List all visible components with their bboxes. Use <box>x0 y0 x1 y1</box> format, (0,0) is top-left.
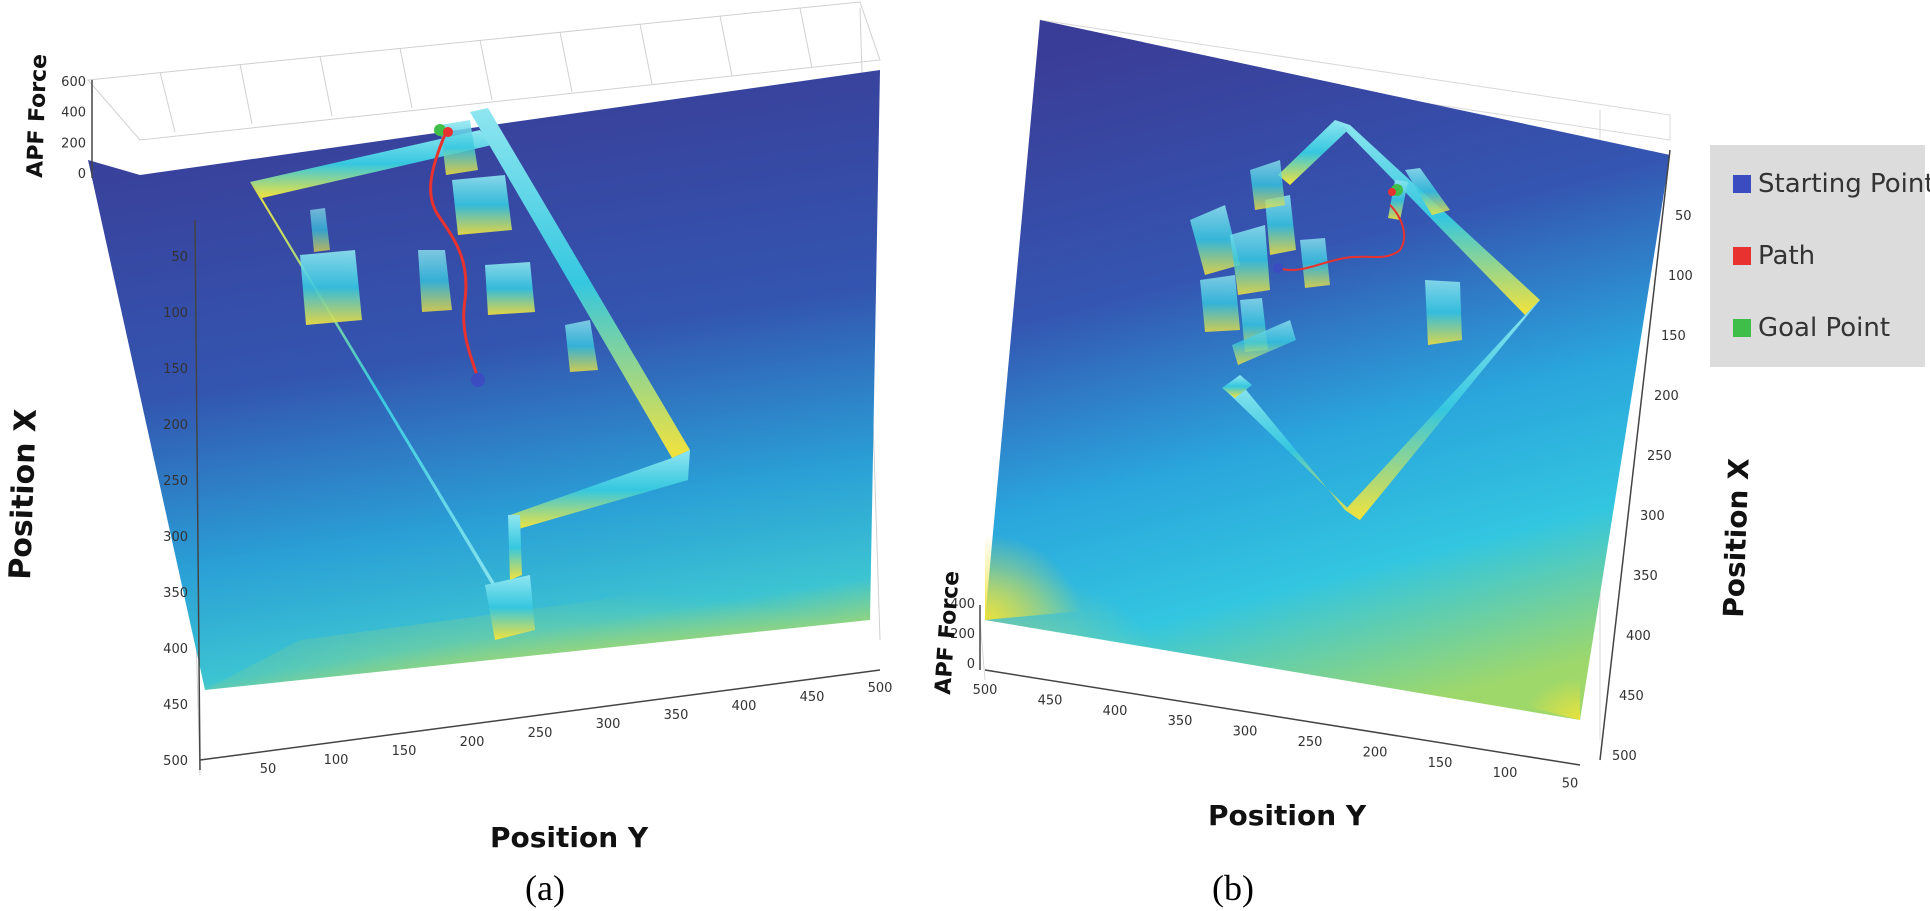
panel-a-x-tick: 400 <box>732 699 757 714</box>
panel-b-x-tick: 350 <box>1168 714 1193 729</box>
panel-a-y-tick: 250 <box>163 474 188 489</box>
panel-b-y-ticks: 50 100 150 200 250 300 350 400 450 500 <box>1612 209 1693 764</box>
panel-b-y-tick: 450 <box>1619 689 1644 704</box>
panel-a-x-ticks: 50 100 150 200 250 300 350 400 450 500 <box>260 681 893 777</box>
panel-b-x-tick: 50 <box>1562 777 1579 792</box>
panel-b-y-tick: 400 <box>1626 629 1651 644</box>
panel-b-y-tick: 50 <box>1675 209 1692 224</box>
panel-a-y-tick: 50 <box>171 250 188 265</box>
panel-b-surface-yellow-left2 <box>985 420 1400 690</box>
panel-b-x-tick: 500 <box>973 683 998 698</box>
panel-a-x-tick: 200 <box>460 735 485 750</box>
legend-label: Path <box>1758 241 1815 271</box>
panel-a-y-tick: 100 <box>163 306 188 321</box>
panel-b-y-tick: 300 <box>1640 509 1665 524</box>
panel-b-z-tick: 400 <box>950 597 975 612</box>
panel-b-y-tick: 250 <box>1647 449 1672 464</box>
panel-b-x-tick: 200 <box>1363 745 1388 760</box>
panel-a-y-tick: 300 <box>163 530 188 545</box>
panel-b-z-tick: 200 <box>950 627 975 642</box>
panel-a-goal-marker <box>443 127 453 137</box>
panel-a-x-tick: 300 <box>596 717 621 732</box>
panel-a-x-tick: 350 <box>664 708 689 723</box>
panel-a-z-tick: 600 <box>61 75 86 90</box>
panel-b-x-tick: 400 <box>1103 704 1128 719</box>
panel-b-path <box>1277 204 1406 272</box>
panel-b-z-tick: 0 <box>967 657 975 672</box>
panel-a-y-tick: 200 <box>163 418 188 433</box>
panel-b-surface <box>985 20 1670 720</box>
panel-b-x-tick: 100 <box>1493 766 1518 781</box>
panel-a-surface-shade <box>205 520 880 690</box>
panel-b-walls <box>1190 120 1540 520</box>
panel-a-y-ticks: 50 100 150 200 250 300 350 400 450 500 <box>163 250 188 769</box>
panel-a-y-tick: 450 <box>163 698 188 713</box>
panel-b-x-tick: 150 <box>1428 756 1453 771</box>
panel-a-ylabel: Position X <box>3 408 44 580</box>
panel-a-caption: (a) <box>525 868 565 908</box>
panel-b-ylabel: Position X <box>1717 457 1756 618</box>
panel-a-axes <box>91 80 881 771</box>
panel-b-y-tick: 150 <box>1661 329 1686 344</box>
panel-a-z-tick: 200 <box>61 136 86 151</box>
panel-a-x-tick: 450 <box>800 690 825 705</box>
panel-a-start-point <box>471 373 485 387</box>
panel-b-x-tick: 300 <box>1233 725 1258 740</box>
panel-b-y-tick: 100 <box>1668 269 1693 284</box>
panel-b-axes <box>979 149 1671 766</box>
panel-b-y-tick: 200 <box>1654 389 1679 404</box>
panel-b-zlabel: APF Force <box>931 570 965 695</box>
panel-b-start-point <box>1273 263 1283 273</box>
panel-b-xlabel: Position Y <box>1208 799 1367 832</box>
panel-b: 500 450 400 350 300 250 200 150 100 50 50 100 150 20… <box>931 19 1756 908</box>
legend-swatch <box>1733 247 1751 265</box>
legend-label: Starting Point <box>1758 169 1930 199</box>
legend-swatch <box>1733 319 1751 337</box>
legend-swatch <box>1733 175 1751 193</box>
panel-a-x-tick: 50 <box>260 762 277 777</box>
panel-b-y-tick: 350 <box>1633 569 1658 584</box>
panel-b-x-tick: 450 <box>1038 693 1063 708</box>
panel-a-y-tick: 400 <box>163 642 188 657</box>
panel-a-walls <box>250 108 690 640</box>
panel-b-x-tick: 250 <box>1298 735 1323 750</box>
panel-a-goal-point <box>434 124 446 136</box>
panel-b-z-ticks: 0 200 400 <box>950 597 975 672</box>
panel-b-y-tick: 500 <box>1612 749 1637 764</box>
legend: Starting Point Path Goal Point <box>1710 145 1930 367</box>
panel-a-path <box>429 131 480 379</box>
panel-a-zlabel: APF Force <box>23 54 52 179</box>
panel-b-x-ticks: 500 450 400 350 300 250 200 150 100 50 <box>973 683 1579 792</box>
panel-a-z-ticks: 0 200 400 600 <box>61 75 86 182</box>
panel-a-y-tick: 500 <box>163 754 188 769</box>
panel-a-y-tick: 350 <box>163 586 188 601</box>
panel-a-z-tick: 400 <box>61 106 86 121</box>
panel-b-caption: (b) <box>1212 868 1254 908</box>
panel-a-x-tick: 250 <box>528 726 553 741</box>
panel-a-z-tick: 0 <box>78 167 86 182</box>
legend-label: Goal Point <box>1758 313 1890 343</box>
panel-a: 50 100 150 200 250 300 350 400 450 500 50 100 150 20… <box>3 1 893 908</box>
panel-b-goal-marker <box>1388 188 1396 196</box>
panel-a-x-tick: 100 <box>324 753 349 768</box>
panel-a-xlabel: Position Y <box>490 821 649 854</box>
panel-a-y-tick: 150 <box>163 362 188 377</box>
panel-b-surface-yellow-right <box>1420 600 1580 720</box>
panel-a-x-tick: 500 <box>868 681 893 696</box>
panel-a-x-tick: 150 <box>392 744 417 759</box>
